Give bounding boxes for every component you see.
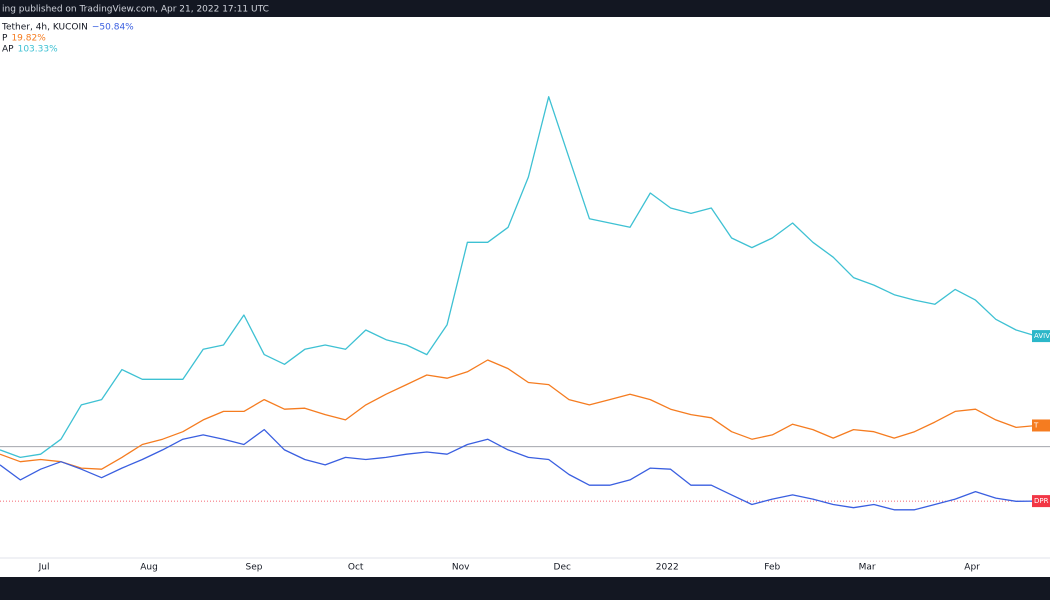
- x-tick-label: Aug: [140, 563, 158, 573]
- x-tick-label: Nov: [452, 563, 470, 573]
- caption: ing published on TradingView.com, Apr 21…: [2, 5, 269, 15]
- top-bar: [0, 0, 1050, 17]
- legend-name: Tether, 4h, KUCOIN: [1, 23, 88, 33]
- legend-value: 19.82%: [11, 34, 46, 44]
- x-tick-label: Dec: [554, 563, 571, 573]
- price-tag: [1032, 419, 1050, 432]
- x-tick-label: Apr: [964, 563, 980, 573]
- x-tick-label: Oct: [348, 563, 364, 573]
- legend-name: AP: [2, 45, 14, 55]
- x-tick-label: Jul: [38, 563, 50, 573]
- x-tick-label: Feb: [764, 563, 780, 573]
- series-line: [0, 428, 1037, 511]
- price-tag-label: DPR: [1034, 497, 1049, 505]
- price-tag-label: AVIV: [1034, 332, 1050, 340]
- legend-value: 103.33%: [18, 45, 58, 55]
- bottom-bar: [0, 577, 1050, 600]
- price-tag: [1032, 495, 1050, 508]
- x-tick-label: Mar: [859, 563, 876, 573]
- legend-name: P: [2, 34, 8, 44]
- x-tick-label: Sep: [246, 563, 263, 573]
- series-line: [0, 96, 1037, 459]
- price-tag: [1032, 330, 1050, 343]
- x-tick-label: 2022: [656, 563, 679, 573]
- series-line: [0, 359, 1037, 470]
- price-tag-label: T: [1033, 421, 1039, 429]
- legend-value: −50.84%: [92, 23, 134, 33]
